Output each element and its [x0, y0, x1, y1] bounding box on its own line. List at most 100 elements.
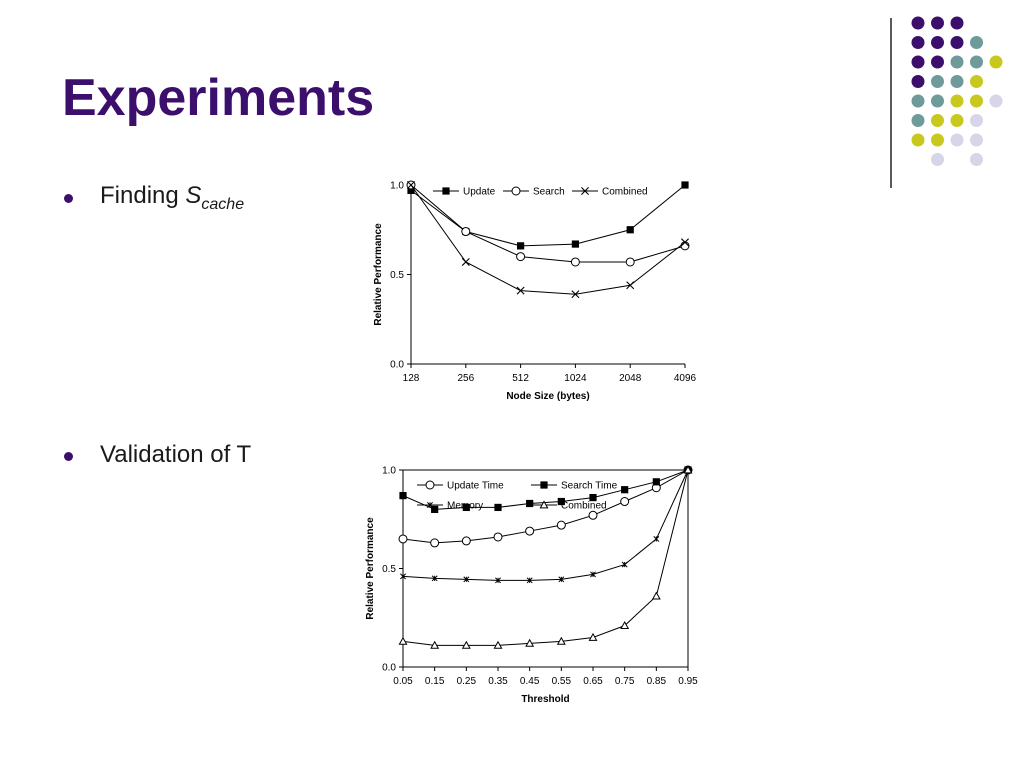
- decor-dot: [950, 55, 964, 69]
- data-point: [571, 290, 580, 299]
- bullet-dot-2: [64, 452, 73, 461]
- decorative-dot-grid: [911, 16, 1003, 166]
- data-point: [398, 534, 408, 544]
- y-tick-label: 0.0: [390, 360, 404, 371]
- decor-dot: [950, 133, 964, 147]
- x-tick-label: 0.15: [425, 676, 445, 687]
- data-point: [558, 576, 565, 583]
- legend-label: Update: [463, 187, 496, 198]
- data-point: [430, 640, 440, 649]
- legend-entry: Update: [433, 187, 496, 198]
- data-point: [495, 577, 501, 584]
- decor-dot: [970, 133, 983, 147]
- x-axis-label: Node Size (bytes): [506, 391, 589, 402]
- x-tick-label: 256: [457, 373, 474, 384]
- decor-dot: [950, 75, 964, 88]
- data-point: [556, 636, 566, 645]
- decor-dot: [911, 36, 925, 49]
- legend-marker: [540, 481, 548, 489]
- decor-dot: [970, 55, 983, 69]
- data-point: [680, 241, 690, 251]
- decor-dot: [931, 114, 944, 127]
- data-point: [590, 571, 596, 578]
- legend-entry: Update Time: [417, 480, 504, 492]
- data-point: [431, 575, 438, 582]
- data-point: [625, 257, 635, 267]
- data-point: [398, 636, 408, 645]
- decor-dot: [970, 153, 983, 166]
- x-tick-label: 128: [403, 373, 420, 384]
- data-point: [494, 503, 502, 512]
- data-point: [431, 505, 439, 513]
- decor-dot: [911, 55, 925, 69]
- decor-dot: [931, 36, 944, 49]
- data-point: [461, 227, 471, 237]
- data-point: [556, 520, 566, 530]
- series-line: [402, 469, 689, 544]
- bullet-finding-scache: Finding Scache: [100, 182, 244, 214]
- legend-label: Search: [533, 187, 565, 198]
- data-point: [430, 538, 440, 548]
- legend-entry: Memory: [417, 501, 483, 512]
- data-point: [407, 181, 415, 189]
- legend-label: Memory: [447, 501, 483, 512]
- decor-dot: [911, 133, 925, 147]
- legend-marker: [442, 187, 450, 195]
- data-point: [462, 503, 470, 512]
- data-point: [516, 286, 525, 295]
- legend-entry: Search Time: [531, 481, 618, 492]
- y-tick-label: 0.5: [382, 564, 396, 575]
- data-point: [588, 632, 598, 641]
- decor-dot: [950, 16, 964, 30]
- legend-marker: [511, 186, 521, 196]
- data-point: [681, 181, 689, 189]
- x-tick-label: 4096: [674, 373, 697, 384]
- data-point: [525, 526, 535, 536]
- data-point: [651, 591, 661, 600]
- data-point: [516, 252, 526, 262]
- decor-dot: [931, 16, 944, 30]
- legend-marker: [427, 502, 433, 508]
- y-axis-label: Relative Performance: [373, 223, 384, 326]
- y-tick-label: 0.0: [382, 663, 396, 674]
- y-tick-label: 1.0: [390, 181, 404, 192]
- series-line: [410, 184, 686, 295]
- legend-marker: [425, 480, 435, 490]
- data-point: [493, 640, 503, 649]
- legend-label: Search Time: [561, 481, 618, 492]
- y-tick-label: 1.0: [382, 466, 396, 477]
- decor-dot: [970, 94, 983, 108]
- legend-label: Combined: [561, 501, 607, 512]
- legend-entry: Combined: [531, 500, 607, 512]
- bullet-validation-t: Validation of T: [100, 441, 252, 468]
- data-point: [620, 621, 630, 630]
- bullet-1-italic: S: [185, 182, 202, 209]
- x-axis-label: Threshold: [521, 694, 569, 705]
- x-tick-label: 0.95: [678, 676, 698, 687]
- decor-dot: [970, 36, 983, 49]
- series-line: [402, 469, 689, 646]
- data-point: [526, 577, 533, 584]
- data-point: [407, 186, 415, 194]
- data-point: [493, 532, 503, 542]
- decor-dot: [931, 94, 944, 108]
- decor-dot: [911, 16, 925, 30]
- x-tick-label: 512: [512, 373, 529, 384]
- decor-dot: [989, 55, 1003, 69]
- data-point: [588, 510, 598, 520]
- decor-dot: [970, 75, 983, 88]
- decor-dot: [989, 94, 1003, 108]
- x-tick-label: 0.45: [520, 676, 540, 687]
- legend-entry: Search: [503, 186, 565, 198]
- x-tick-label: 0.85: [647, 676, 667, 687]
- y-axis-label: Relative Performance: [365, 517, 376, 620]
- data-point: [461, 536, 471, 546]
- series-combined: [407, 181, 689, 299]
- legend-marker: [581, 187, 589, 195]
- data-point: [626, 226, 634, 234]
- data-point: [626, 281, 635, 290]
- series-line: [410, 184, 686, 263]
- decor-dot: [931, 133, 944, 147]
- data-point: [589, 493, 597, 502]
- series-combined: [398, 465, 693, 649]
